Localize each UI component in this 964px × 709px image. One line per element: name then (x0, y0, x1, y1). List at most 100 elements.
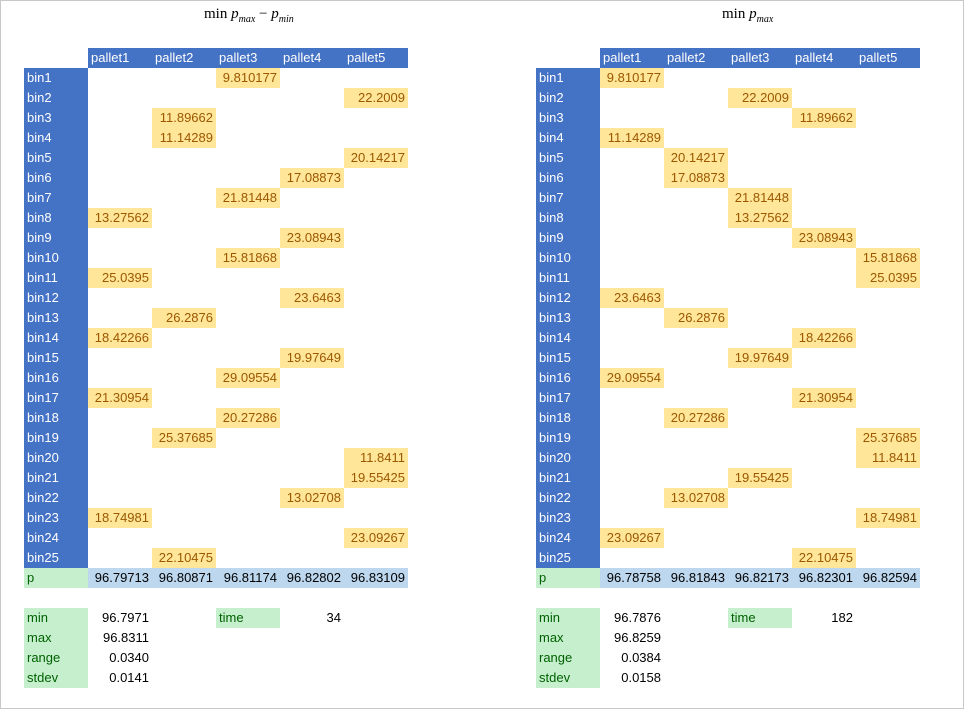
row-label[interactable]: bin9 (24, 228, 88, 248)
assigned-value-cell[interactable]: 17.08873 (664, 168, 728, 188)
p-row-label[interactable]: p (536, 568, 600, 588)
assigned-value-cell[interactable]: 23.6463 (600, 288, 664, 308)
row-label[interactable]: bin5 (24, 148, 88, 168)
assigned-value-cell[interactable]: 25.0395 (856, 268, 920, 288)
assigned-value-cell[interactable]: 19.55425 (728, 468, 792, 488)
assigned-value-cell[interactable]: 15.81868 (216, 248, 280, 268)
row-label[interactable]: bin7 (24, 188, 88, 208)
column-header-3[interactable]: pallet3 (216, 48, 280, 68)
row-label[interactable]: bin14 (536, 328, 600, 348)
stat-label-min[interactable]: min (536, 608, 600, 628)
assigned-value-cell[interactable]: 25.37685 (856, 428, 920, 448)
row-label[interactable]: bin10 (536, 248, 600, 268)
assigned-value-cell[interactable]: 11.8411 (344, 448, 408, 468)
time-value[interactable]: 182 (831, 610, 853, 625)
assigned-value-cell[interactable]: 22.10475 (152, 548, 216, 568)
row-label[interactable]: bin18 (536, 408, 600, 428)
row-label[interactable]: bin4 (24, 128, 88, 148)
stat-value-range[interactable]: 0.0384 (621, 650, 661, 665)
assigned-value-cell[interactable]: 9.810177 (216, 68, 280, 88)
row-label[interactable]: bin16 (24, 368, 88, 388)
assigned-value-cell[interactable]: 13.02708 (664, 488, 728, 508)
assigned-value-cell[interactable]: 19.55425 (344, 468, 408, 488)
column-header-5[interactable]: pallet5 (344, 48, 408, 68)
time-value[interactable]: 34 (326, 610, 341, 625)
assigned-value-cell[interactable]: 11.8411 (856, 448, 920, 468)
column-header-4[interactable]: pallet4 (792, 48, 856, 68)
assigned-value-cell[interactable]: 25.0395 (88, 268, 152, 288)
row-label[interactable]: bin18 (24, 408, 88, 428)
stat-value-max[interactable]: 96.8259 (614, 630, 661, 645)
assigned-value-cell[interactable]: 26.2876 (664, 308, 728, 328)
stat-value-min[interactable]: 96.7876 (614, 610, 661, 625)
p-value-cell[interactable]: 96.82301 (792, 568, 856, 588)
stat-label-stdev[interactable]: stdev (536, 668, 600, 688)
stat-label-stdev[interactable]: stdev (24, 668, 88, 688)
row-label[interactable]: bin19 (24, 428, 88, 448)
assigned-value-cell[interactable]: 23.6463 (280, 288, 344, 308)
assigned-value-cell[interactable]: 22.10475 (792, 548, 856, 568)
assigned-value-cell[interactable]: 23.09267 (344, 528, 408, 548)
row-label[interactable]: bin23 (536, 508, 600, 528)
row-label[interactable]: bin24 (536, 528, 600, 548)
p-value-cell[interactable]: 96.78758 (600, 568, 664, 588)
assigned-value-cell[interactable]: 18.74981 (856, 508, 920, 528)
row-label[interactable]: bin12 (536, 288, 600, 308)
assigned-value-cell[interactable]: 13.02708 (280, 488, 344, 508)
row-label[interactable]: bin15 (24, 348, 88, 368)
row-label[interactable]: bin4 (536, 128, 600, 148)
row-label[interactable]: bin20 (536, 448, 600, 468)
row-label[interactable]: bin8 (536, 208, 600, 228)
stat-value-stdev[interactable]: 0.0158 (621, 670, 661, 685)
time-label[interactable]: time (728, 608, 792, 628)
p-row-label[interactable]: p (24, 568, 88, 588)
column-header-5[interactable]: pallet5 (856, 48, 920, 68)
row-label[interactable]: bin15 (536, 348, 600, 368)
p-value-cell[interactable]: 96.82802 (280, 568, 344, 588)
row-label[interactable]: bin11 (536, 268, 600, 288)
p-value-cell[interactable]: 96.83109 (344, 568, 408, 588)
assigned-value-cell[interactable]: 13.27562 (88, 208, 152, 228)
assigned-value-cell[interactable]: 21.81448 (216, 188, 280, 208)
row-label[interactable]: bin20 (24, 448, 88, 468)
row-label[interactable]: bin11 (24, 268, 88, 288)
assigned-value-cell[interactable]: 11.14289 (152, 128, 216, 148)
assigned-value-cell[interactable]: 25.37685 (152, 428, 216, 448)
row-label[interactable]: bin23 (24, 508, 88, 528)
row-label[interactable]: bin21 (536, 468, 600, 488)
row-label[interactable]: bin7 (536, 188, 600, 208)
assigned-value-cell[interactable]: 26.2876 (152, 308, 216, 328)
row-label[interactable]: bin22 (24, 488, 88, 508)
p-value-cell[interactable]: 96.81843 (664, 568, 728, 588)
assigned-value-cell[interactable]: 22.2009 (728, 88, 792, 108)
row-label[interactable]: bin16 (536, 368, 600, 388)
stat-value-max[interactable]: 96.8311 (102, 630, 149, 645)
stat-label-range[interactable]: range (24, 648, 88, 668)
column-header-2[interactable]: pallet2 (152, 48, 216, 68)
stat-value-min[interactable]: 96.7971 (102, 610, 149, 625)
assigned-value-cell[interactable]: 21.30954 (792, 388, 856, 408)
assigned-value-cell[interactable]: 23.08943 (280, 228, 344, 248)
assigned-value-cell[interactable]: 15.81868 (856, 248, 920, 268)
stat-label-max[interactable]: max (536, 628, 600, 648)
assigned-value-cell[interactable]: 9.810177 (600, 68, 664, 88)
column-header-3[interactable]: pallet3 (728, 48, 792, 68)
row-label[interactable]: bin2 (536, 88, 600, 108)
assigned-value-cell[interactable]: 13.27562 (728, 208, 792, 228)
assigned-value-cell[interactable]: 23.08943 (792, 228, 856, 248)
row-label[interactable]: bin5 (536, 148, 600, 168)
assigned-value-cell[interactable]: 21.81448 (728, 188, 792, 208)
assigned-value-cell[interactable]: 20.14217 (344, 148, 408, 168)
assigned-value-cell[interactable]: 11.89662 (792, 108, 856, 128)
row-label[interactable]: bin8 (24, 208, 88, 228)
assigned-value-cell[interactable]: 29.09554 (600, 368, 664, 388)
assigned-value-cell[interactable]: 23.09267 (600, 528, 664, 548)
assigned-value-cell[interactable]: 20.27286 (216, 408, 280, 428)
assigned-value-cell[interactable]: 11.89662 (152, 108, 216, 128)
row-label[interactable]: bin13 (24, 308, 88, 328)
assigned-value-cell[interactable]: 29.09554 (216, 368, 280, 388)
row-label[interactable]: bin25 (24, 548, 88, 568)
assigned-value-cell[interactable]: 11.14289 (600, 128, 664, 148)
time-label[interactable]: time (216, 608, 280, 628)
column-header-1[interactable]: pallet1 (88, 48, 152, 68)
